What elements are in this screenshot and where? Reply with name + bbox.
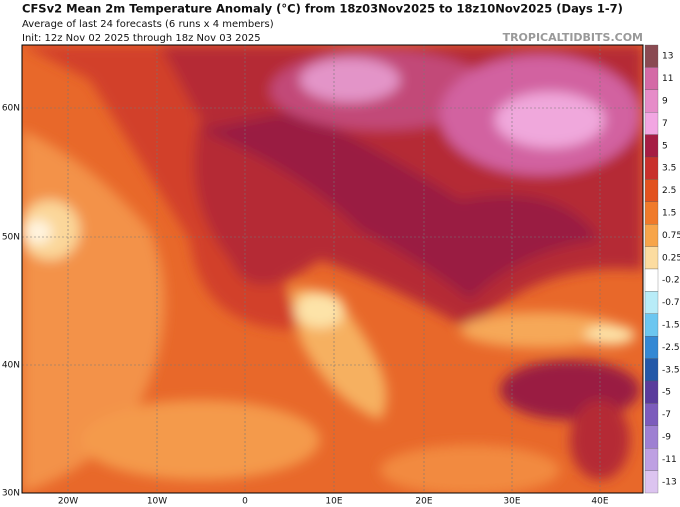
colorbar-swatch — [644, 112, 659, 135]
colorbar-swatch — [644, 448, 659, 471]
colorbar-label: -11 — [662, 455, 677, 465]
colorbar-label: 0.75 — [662, 231, 680, 241]
colorbar-label: 13 — [662, 52, 673, 62]
lon-label: 0 — [242, 497, 248, 507]
lon-label: 20E — [415, 497, 432, 507]
colorbar-label: -2.5 — [662, 343, 680, 353]
colorbar-swatch — [644, 201, 659, 225]
axis-labels: 60N 50N 40N 30N 20W 10W 0 10E 20E 30E 40E — [2, 104, 609, 507]
colorbar-swatch — [644, 268, 659, 292]
lon-label: 20W — [58, 497, 78, 507]
map-frame — [21, 44, 644, 494]
colorbar-label: -5 — [662, 388, 671, 398]
colorbar-swatch — [644, 470, 659, 494]
colorbar-swatch — [644, 358, 659, 382]
init-time: Init: 12z Nov 02 2025 through 18z Nov 03… — [22, 33, 261, 44]
lat-label: 40N — [2, 361, 20, 371]
lon-label: 30E — [503, 497, 520, 507]
lat-label: 30N — [2, 489, 20, 499]
subtitle: Average of last 24 forecasts (6 runs x 4… — [22, 19, 274, 30]
colorbar-label: 11 — [662, 74, 673, 84]
lat-label: 60N — [2, 104, 20, 114]
map — [22, 45, 643, 493]
colorbar-label: 9 — [662, 97, 668, 107]
lon-label: 10W — [147, 497, 167, 507]
colorbar-swatch — [644, 179, 659, 202]
colorbar-label: 3.5 — [662, 164, 676, 174]
colorbar-label: 0.25 — [662, 253, 680, 263]
colorbar-label: -7 — [662, 410, 671, 420]
colorbar-swatch — [644, 380, 659, 404]
colorbar-swatch — [644, 44, 659, 68]
colorbar-swatch — [644, 67, 659, 90]
colorbar-label: -3.5 — [662, 365, 680, 375]
colorbar-label: -0.25 — [662, 276, 680, 286]
colorbar-swatch — [644, 313, 659, 337]
colorbar-label: -1.5 — [662, 321, 680, 331]
colorbar-label: -13 — [662, 477, 677, 487]
title: CFSv2 Mean 2m Temperature Anomaly (°C) f… — [22, 2, 623, 16]
colorbar-swatch — [644, 425, 659, 449]
colorbar-swatch — [644, 246, 659, 270]
colorbar-label: 5 — [662, 141, 668, 151]
lat-label: 50N — [2, 233, 20, 243]
colorbar-label: -0.75 — [662, 298, 680, 308]
lon-label: 10E — [325, 497, 342, 507]
colorbar: 13 11 9 7 5 3.5 2.5 1.5 0.75 0.25 -0.25 -0.75 -1.5 -2… — [644, 44, 680, 494]
watermark: TROPICALTIDBITS.COM — [503, 31, 643, 44]
lon-label: 40E — [591, 497, 608, 507]
colorbar-swatch — [644, 156, 659, 180]
colorbar-swatch — [644, 134, 659, 158]
colorbar-swatch — [644, 336, 659, 359]
colorbar-label: 2.5 — [662, 186, 676, 196]
colorbar-swatch — [644, 403, 659, 426]
colorbar-swatch — [644, 224, 659, 247]
colorbar-label: 1.5 — [662, 209, 676, 219]
colorbar-swatch — [644, 89, 659, 113]
colorbar-label: -9 — [662, 433, 671, 443]
colorbar-swatch — [644, 291, 659, 314]
graticule — [22, 45, 643, 493]
colorbar-label: 7 — [662, 119, 668, 129]
